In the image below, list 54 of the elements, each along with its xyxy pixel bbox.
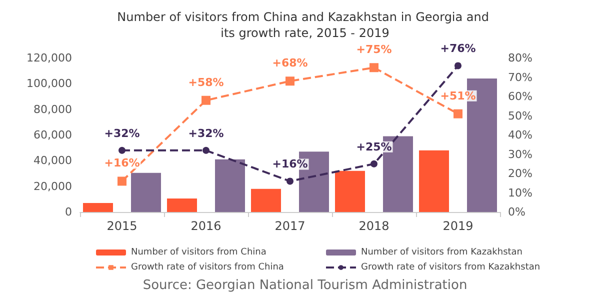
bar [419,150,449,212]
source-note: Source: Georgian National Tourism Administration [142,278,468,293]
point [286,178,294,185]
bar [131,172,161,212]
bar [83,203,113,212]
y-tick-label: 120,000 [26,52,72,64]
point [118,146,126,154]
x-tick-label: 2015 [106,219,138,233]
y-tick-label: 80,000 [34,102,72,116]
y2-tick-label: 30% [508,148,532,161]
y2-tick-label: 40% [508,128,532,142]
data-label: +75% [356,43,392,56]
point [370,160,378,168]
data-label: +32% [104,126,140,140]
data-label: +68% [272,56,308,70]
y2-tick-label: 10% [508,186,532,200]
legend-label: Growth rate of visitors from Kazakhstan [361,262,540,272]
y2-tick-label: 80% [508,52,532,64]
y2-tick-label: 50% [508,109,532,122]
bar [251,188,281,212]
y2-tick-label: 20% [508,167,532,180]
x-tick-label: 2017 [274,219,306,233]
x-tick-label: 2019 [442,219,474,233]
point [370,63,378,72]
point [202,146,210,154]
data-label: +76% [440,42,476,56]
y2-tick-label: 70% [508,70,532,84]
y-tick-label: 40,000 [34,154,72,168]
data-label: +16% [104,156,140,170]
y-tick-label: 60,000 [34,128,72,142]
x-tick-label: 2016 [190,219,222,233]
point [118,176,126,186]
bar [167,198,197,212]
legend-label: Number of visitors from Kazakhstan [361,248,523,258]
y-tick-label: 100,000 [26,77,72,90]
bar [215,159,245,212]
y2-tick-label: 60% [508,90,532,103]
data-label: +51% [440,89,476,102]
data-label: +58% [188,76,224,89]
y-tick-label: 20,000 [34,180,72,193]
data-label: +25% [356,140,392,154]
chart-title: Number of visitors from China and Kazakhstan in Georgia and its growth rate, 2015 - 2019 [117,10,493,40]
y-tick-label: 0 [65,206,72,218]
y2-tick-label: 0% [508,206,526,218]
point [202,96,210,105]
x-tick-label: 2018 [358,219,390,233]
data-label: +16% [272,158,308,171]
bar [335,170,365,212]
legend-label: Number of visitors from China [131,248,266,258]
point [286,76,294,86]
point [454,62,462,70]
point [454,109,462,118]
data-label: +32% [188,126,224,140]
legend-label: Growth rate of visitors from China [131,262,284,272]
